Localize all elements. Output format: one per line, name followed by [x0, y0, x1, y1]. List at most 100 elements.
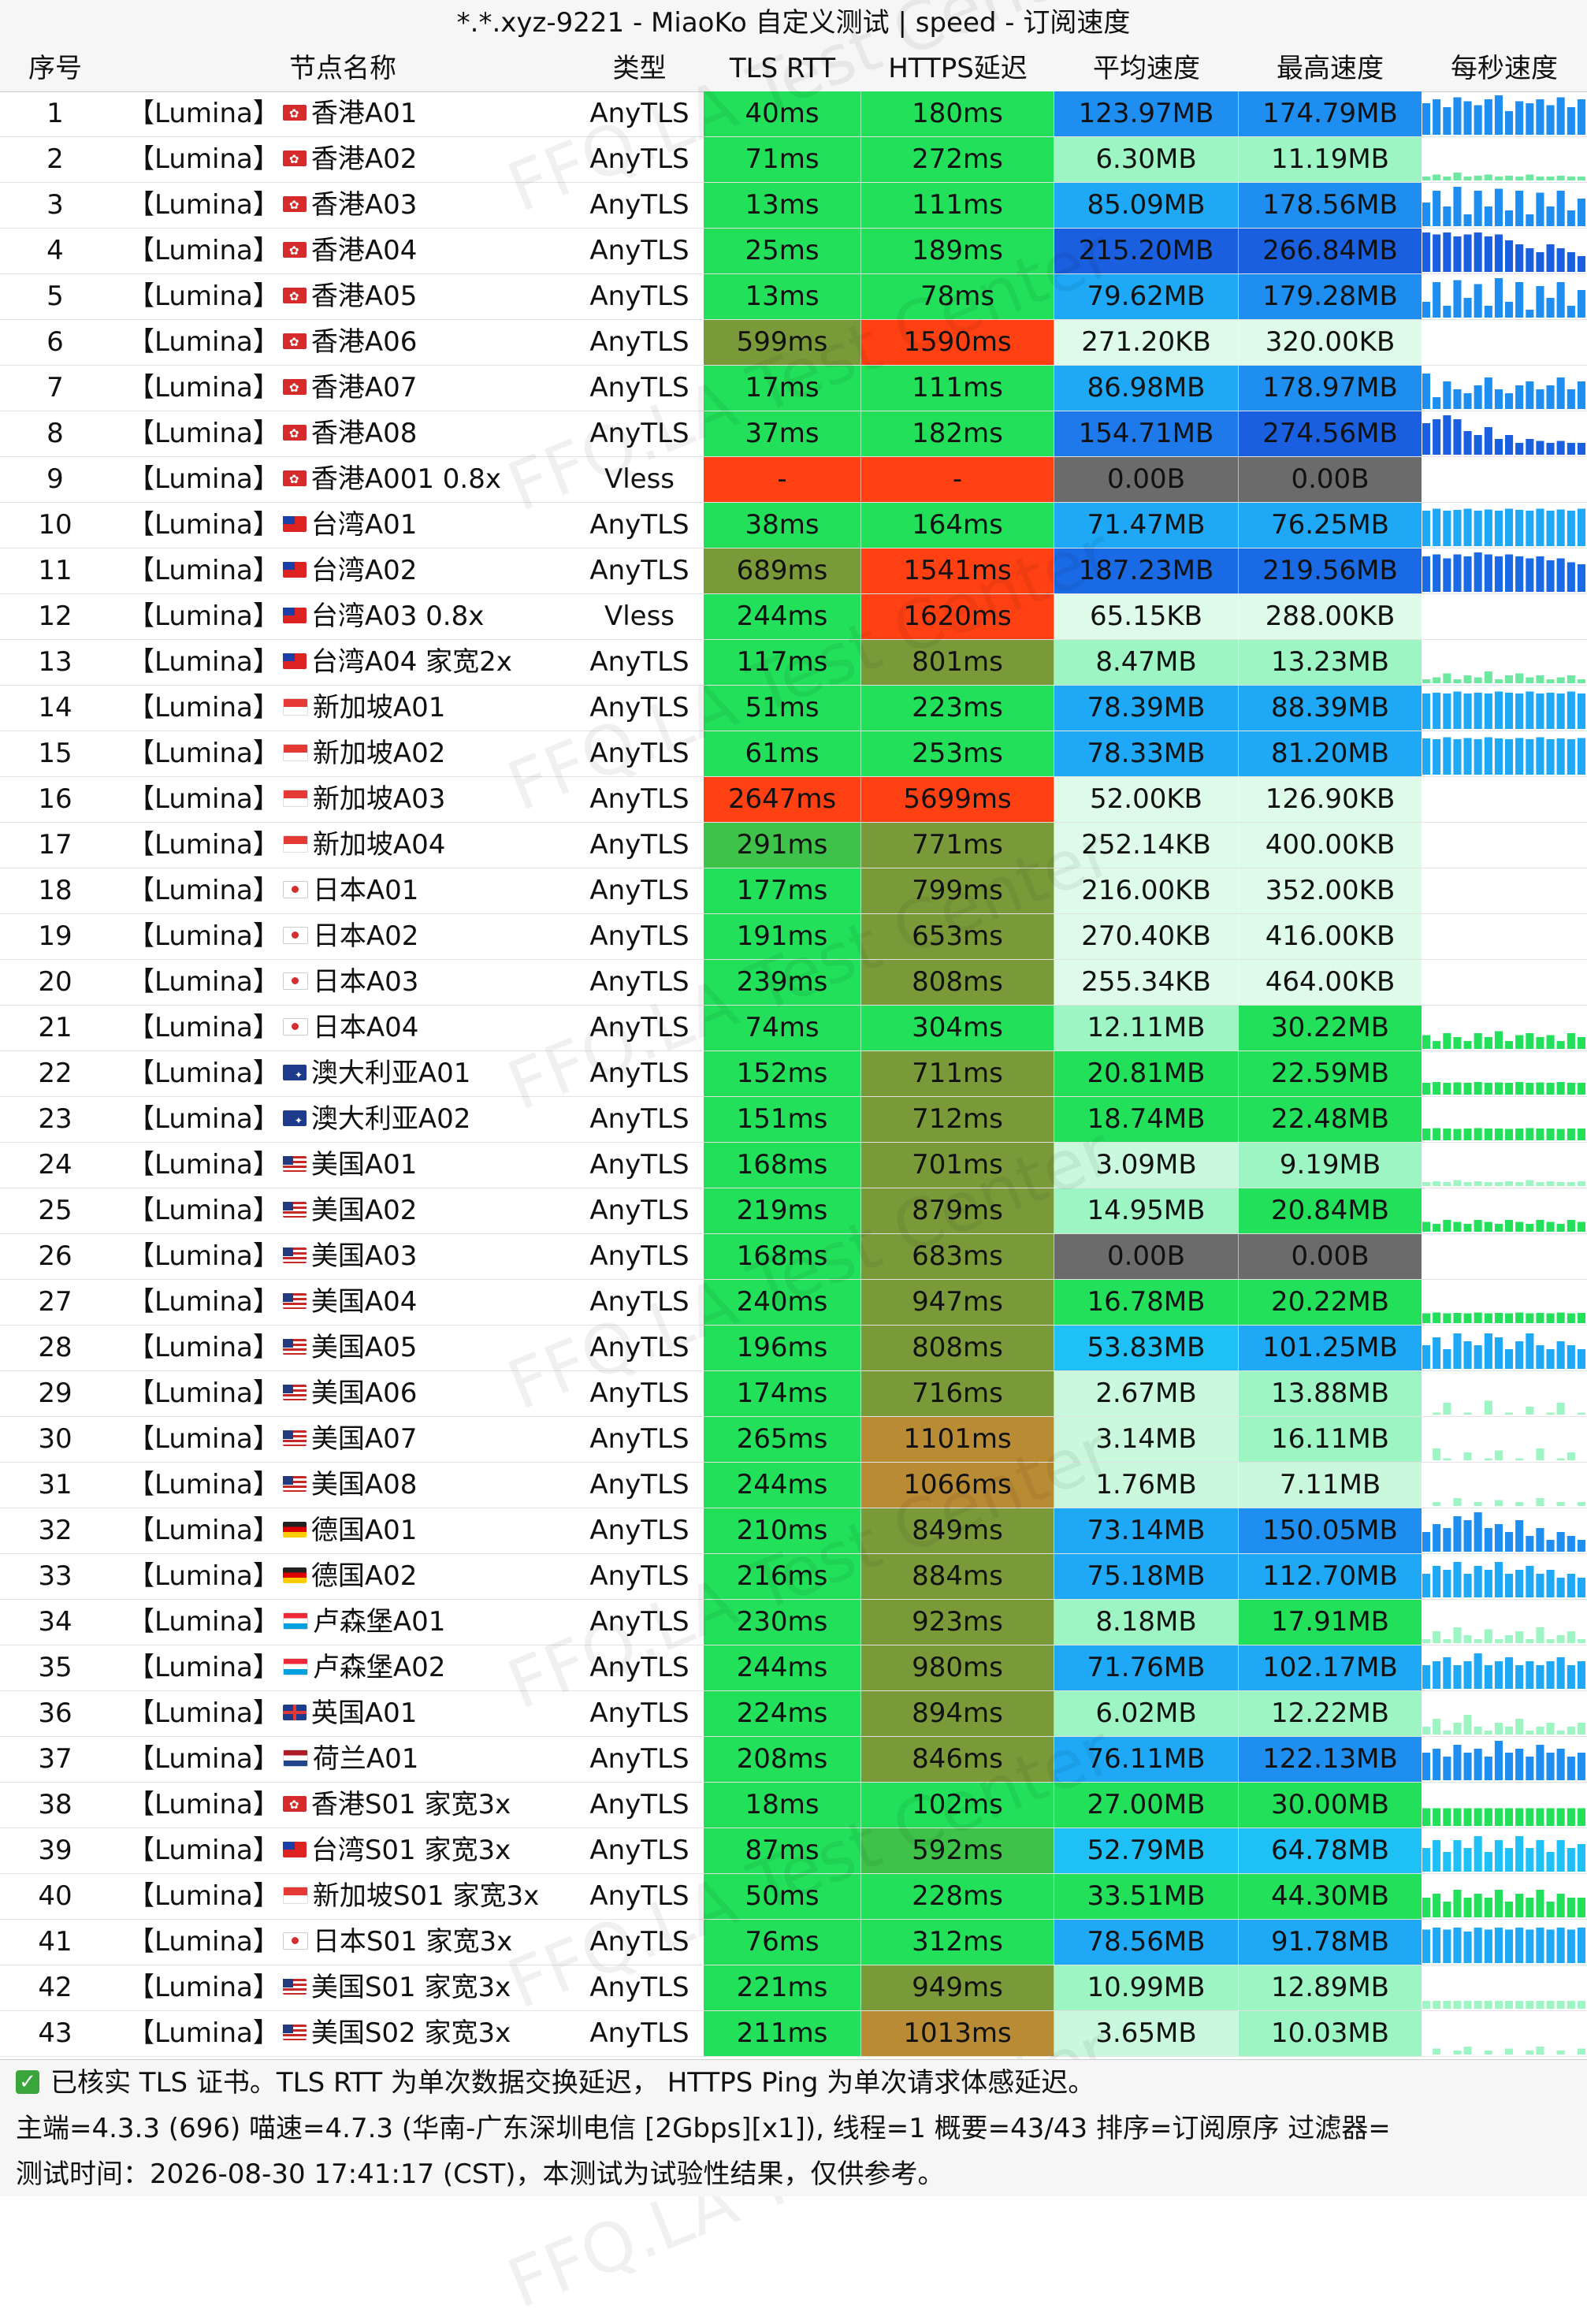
sparkline-chart — [1433, 2047, 1585, 2054]
column-header-tls-rtt[interactable]: TLS RTT — [729, 53, 836, 84]
table-row[interactable]: 6 【Lumina】香港A06 AnyTLS 599ms1590ms271.20KB3… — [0, 320, 1587, 366]
per-second-speed-sparkline — [1422, 366, 1587, 411]
table-row[interactable]: 23 【Lumina】澳大利亚A02 AnyTLS 151ms712ms18.74MB… — [0, 1097, 1587, 1143]
table-row[interactable]: 25 【Lumina】 美国A02 AnyTLS 219ms 879ms 14.95MB 20… — [0, 1188, 1587, 1234]
table-row[interactable]: 33 【Lumina】 德国A02 AnyTLS 216ms 884ms 75.18MB 11… — [0, 1554, 1587, 1600]
row-index: 10 — [38, 509, 72, 541]
table-row[interactable]: 20 【Lumina】 日本A03 AnyTLS 239ms 808ms 255.34KB 4… — [0, 960, 1587, 1006]
table-row[interactable]: 2 【Lumina】香港A02 AnyTLS 71ms272ms6.30MB11.19… — [0, 137, 1587, 183]
sparkline-bar — [1515, 177, 1524, 180]
table-row[interactable]: 38 【Lumina】香港S01 家宽3x AnyTLS 18ms102ms27.00… — [0, 1783, 1587, 1828]
column-header-index[interactable]: 序号 — [28, 53, 82, 84]
sparkline-bar — [1484, 1808, 1492, 1826]
max-speed-value: 12.89MB — [1239, 1965, 1422, 2010]
tls-rtt-value: 13ms — [704, 274, 861, 319]
table-row[interactable]: 39 【Lumina】 台湾S01 家宽3x AnyTLS 87ms 592ms 52.79… — [0, 1828, 1587, 1874]
sparkline-bar — [1546, 1313, 1555, 1323]
table-row[interactable]: 15 【Lumina】 新加坡A02 AnyTLS 61ms 253ms 78.33MB 81… — [0, 731, 1587, 777]
flag-us-icon — [282, 1247, 307, 1263]
table-row[interactable]: 24 【Lumina】 美国A01 AnyTLS 168ms 701ms 3.09MB 9.1… — [0, 1143, 1587, 1188]
max-speed-value: 0.00B — [1239, 457, 1422, 502]
table-row[interactable]: 34 【Lumina】 卢森堡A01 AnyTLS 230ms 923ms 8.18MB 17… — [0, 1600, 1587, 1645]
node-name: 新加坡A01 — [312, 692, 446, 723]
table-row[interactable]: 17 【Lumina】 新加坡A04 AnyTLS 291ms 771ms 252.14KB… — [0, 823, 1587, 868]
table-row[interactable]: 13 【Lumina】 台湾A04 家宽2x AnyTLS 117ms 801ms 8.47… — [0, 640, 1587, 686]
sparkline-bar — [1526, 2001, 1534, 2009]
sparkline-bar — [1494, 439, 1503, 455]
per-second-speed-sparkline — [1422, 1554, 1587, 1599]
table-row[interactable]: 31 【Lumina】 美国A08 AnyTLS 244ms 1066ms 1.76MB 7.… — [0, 1463, 1587, 1508]
table-row[interactable]: 8 【Lumina】香港A08 AnyTLS 37ms182ms154.71MB274… — [0, 411, 1587, 457]
table-row[interactable]: 22 【Lumina】澳大利亚A01 AnyTLS 152ms711ms20.81MB… — [0, 1051, 1587, 1097]
table-row[interactable]: 18 【Lumina】 日本A01 AnyTLS 177ms 799ms 216.00KB 3… — [0, 868, 1587, 914]
tls-rtt-value: 40ms — [704, 91, 861, 136]
sparkline-bar — [1422, 374, 1431, 409]
sparkline-bar — [1567, 252, 1575, 272]
sparkline-bar — [1526, 691, 1534, 729]
table-row[interactable]: 16 【Lumina】 新加坡A03 AnyTLS 2647ms 5699ms 52.00K… — [0, 777, 1587, 823]
sparkline-chart — [1422, 173, 1585, 180]
sparkline-bar — [1433, 1128, 1441, 1140]
protocol-type: AnyTLS — [589, 326, 689, 358]
table-row[interactable]: 32 【Lumina】 德国A01 AnyTLS 210ms 849ms 73.14MB 15… — [0, 1508, 1587, 1554]
max-speed-value: 20.84MB — [1239, 1188, 1422, 1233]
table-row[interactable]: 43 【Lumina】 美国S02 家宽3x AnyTLS 211ms 1013ms 3.6… — [0, 2011, 1587, 2057]
table-row[interactable]: 30 【Lumina】 美国A07 AnyTLS 265ms 1101ms 3.14MB 16… — [0, 1417, 1587, 1463]
sparkline-bar — [1505, 1635, 1514, 1643]
sparkline-bar — [1577, 1349, 1585, 1369]
table-row[interactable]: 29 【Lumina】 美国A06 AnyTLS 174ms 716ms 2.67MB 13.… — [0, 1371, 1587, 1417]
table-row[interactable]: 4 【Lumina】香港A04 AnyTLS 25ms189ms215.20MB266… — [0, 229, 1587, 274]
sparkline-bar — [1422, 1929, 1431, 1963]
sparkline-bar — [1463, 1313, 1472, 1323]
node-name: 日本A03 — [312, 966, 419, 998]
table-row[interactable]: 28 【Lumina】 美国A05 AnyTLS 196ms 808ms 53.83MB 10… — [0, 1326, 1587, 1371]
table-row[interactable]: 35 【Lumina】 卢森堡A02 AnyTLS 244ms 980ms 71.76MB 1… — [0, 1645, 1587, 1691]
table-row[interactable]: 37 【Lumina】 荷兰A01 AnyTLS 208ms 846ms 76.11MB 12… — [0, 1737, 1587, 1783]
sparkline-bar — [1463, 101, 1472, 135]
table-row[interactable]: 11 【Lumina】 台湾A02 AnyTLS 689ms 1541ms 187.23MB… — [0, 548, 1587, 594]
table-row[interactable]: 21 【Lumina】 日本A04 AnyTLS 74ms 304ms 12.11MB 30.… — [0, 1006, 1587, 1051]
sparkline-bar — [1536, 177, 1544, 180]
sparkline-bar — [1463, 177, 1472, 180]
column-header-type[interactable]: 类型 — [612, 53, 667, 84]
sparkline-bar — [1494, 1890, 1503, 1917]
table-row[interactable]: 14 【Lumina】 新加坡A01 AnyTLS 51ms 223ms 78.39MB 88… — [0, 686, 1587, 731]
table-row[interactable]: 40 【Lumina】 新加坡S01 家宽3x AnyTLS 50ms 228ms 33.5… — [0, 1874, 1587, 1920]
table-row[interactable]: 5 【Lumina】香港A05 AnyTLS 13ms78ms79.62MB179.2… — [0, 274, 1587, 320]
sparkline-bar — [1556, 1532, 1565, 1552]
column-header-per-second-speed[interactable]: 每秒速度 — [1451, 53, 1558, 84]
max-speed-value: 22.59MB — [1239, 1051, 1422, 1096]
flag-de-icon — [282, 1567, 307, 1583]
column-header-node-name[interactable]: 节点名称 — [289, 53, 396, 84]
avg-speed-value: 85.09MB — [1054, 183, 1239, 228]
sparkline-bar — [1577, 2048, 1585, 2054]
column-header-max-speed[interactable]: 最高速度 — [1277, 53, 1384, 84]
column-header-avg-speed[interactable]: 平均速度 — [1093, 53, 1200, 84]
table-row[interactable]: 3 【Lumina】香港A03 AnyTLS 13ms111ms85.09MB178.… — [0, 183, 1587, 229]
table-row[interactable]: 7 【Lumina】香港A07 AnyTLS 17ms111ms86.98MB178.… — [0, 366, 1587, 411]
max-speed-value: 20.22MB — [1239, 1280, 1422, 1325]
sparkline-bar — [1453, 1516, 1462, 1552]
max-speed-value: 416.00KB — [1239, 914, 1422, 959]
sparkline-bar — [1484, 1852, 1492, 1872]
table-row[interactable]: 42 【Lumina】 美国S01 家宽3x AnyTLS 221ms 949ms 10.9… — [0, 1965, 1587, 2011]
table-row[interactable]: 36 【Lumina】 英国A01 AnyTLS 224ms 894ms 6.02MB 12.… — [0, 1691, 1587, 1737]
table-row[interactable]: 19 【Lumina】 日本A02 AnyTLS 191ms 653ms 270.40KB 4… — [0, 914, 1587, 960]
column-header-https-latency[interactable]: HTTPS延迟 — [888, 53, 1028, 84]
sparkline-bar — [1484, 377, 1492, 409]
tls-rtt-value: 265ms — [704, 1417, 861, 1462]
table-row[interactable]: 26 【Lumina】 美国A03 AnyTLS 168ms 683ms 0.00B 0.00… — [0, 1234, 1587, 1280]
node-name-cell: 【Lumina】澳大利亚A02 — [110, 1097, 575, 1143]
https-latency-value: 1590ms — [861, 320, 1054, 365]
per-second-speed-sparkline — [1422, 914, 1587, 959]
sparkline-bar — [1577, 1037, 1585, 1049]
table-row[interactable]: 1 【Lumina】香港A01 AnyTLS 40ms180ms123.97MB174… — [0, 91, 1587, 137]
table-row[interactable]: 27 【Lumina】 美国A04 AnyTLS 240ms 947ms 16.78MB 20… — [0, 1280, 1587, 1326]
table-row[interactable]: 41 【Lumina】 日本S01 家宽3x AnyTLS 76ms 312ms 78.56… — [0, 1920, 1587, 1965]
sparkline-bar — [1567, 1182, 1575, 1186]
sparkline-bar — [1484, 1083, 1492, 1095]
table-row[interactable]: 12 【Lumina】 台湾A03 0.8x Vless 244ms 1620ms 65.1… — [0, 594, 1587, 640]
table-row[interactable]: 10 【Lumina】 台湾A01 AnyTLS 38ms 164ms 71.47MB 76.… — [0, 503, 1587, 548]
sparkline-bar — [1505, 1412, 1514, 1415]
